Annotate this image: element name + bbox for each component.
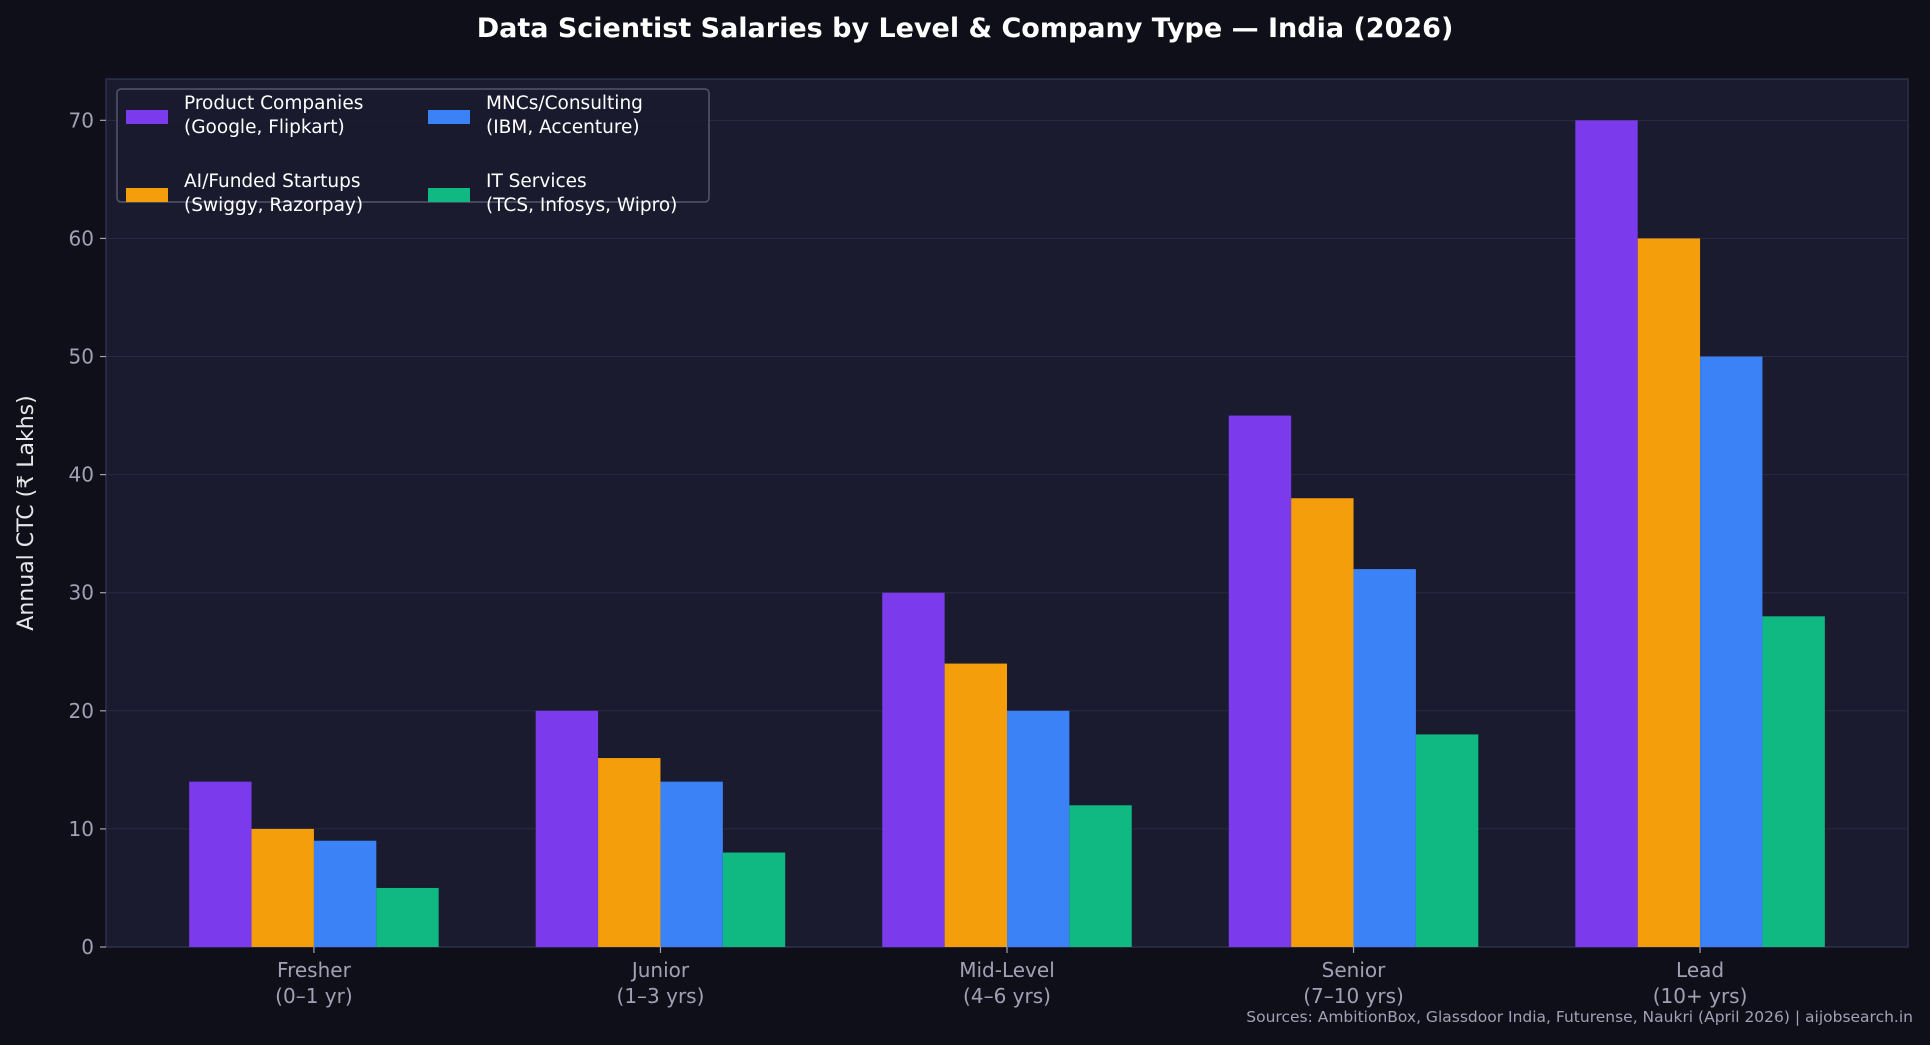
legend-entry-line: AI/Funded Startups [184,171,360,192]
x-tick-label-line: Lead [1676,958,1724,982]
x-tick-label: Mid-Level (4–6 yrs) [959,958,1055,1008]
legend-entry-line: (IBM, Accenture) [486,117,640,138]
legend-swatch [428,188,470,202]
bar [535,710,599,947]
bar [251,828,314,947]
x-tick-label-line: (0–1 yr) [275,984,352,1008]
x-tick-label-line: Junior [630,958,690,982]
y-tick-label: 30 [69,581,94,605]
bar [1700,356,1763,947]
legend-entry: AI/Funded Startups (Swiggy, Razorpay) [184,171,363,216]
legend-entry-line: (TCS, Infosys, Wipro) [486,195,677,216]
source-note: Sources: AmbitionBox, Glassdoor India, F… [1246,1008,1913,1026]
y-axis-label: Annual CTC (₹ Lakhs) [14,395,39,630]
legend-swatch [126,188,168,202]
legend-swatch [126,110,168,124]
legend-entry-line: (Google, Flipkart) [184,117,345,138]
bar [882,592,945,947]
bar [1007,710,1070,947]
legend-entry: Product Companies (Google, Flipkart) [184,93,363,138]
y-tick-label: 20 [69,699,94,723]
legend-entry: MNCs/Consulting (IBM, Accenture) [486,93,643,138]
legend-entry: IT Services (TCS, Infosys, Wipro) [486,171,677,216]
x-tick-label: Lead (10+ yrs) [1653,958,1748,1008]
bar [1069,805,1132,947]
bar [944,663,1007,947]
x-tick-label-line: Mid-Level [959,958,1055,982]
x-tick-label: Fresher (0–1 yr) [275,958,352,1008]
legend-entry-line: MNCs/Consulting [486,93,643,114]
bar [1228,415,1292,948]
y-tick-label: 60 [69,226,94,250]
legend-swatch [428,110,470,124]
bar [1762,616,1825,947]
x-tick-label-line: Fresher [277,958,352,982]
x-tick-label: Junior (1–3 yrs) [617,958,705,1008]
x-tick-label-line: (7–10 yrs) [1303,984,1404,1008]
legend-box [116,88,710,203]
bar [376,887,439,947]
bar [1575,120,1638,948]
bar [189,781,252,947]
bar [1415,734,1479,947]
legend-entry-line: Product Companies [184,93,363,114]
bar [1353,569,1416,947]
bar [1637,238,1701,947]
y-tick-label: 0 [81,935,94,959]
legend-entry-line: (Swiggy, Razorpay) [184,195,363,216]
x-tick-label-line: (1–3 yrs) [617,984,705,1008]
bar [660,781,723,947]
x-tick-label: Senior (7–10 yrs) [1303,958,1404,1008]
bar [598,758,661,947]
x-tick-label-line: (10+ yrs) [1653,984,1748,1008]
y-tick-label: 10 [69,817,94,841]
chart-title: Data Scientist Salaries by Level & Compa… [477,13,1454,44]
x-tick-label-line: Senior [1322,958,1386,982]
y-tick-label: 40 [69,463,94,487]
x-tick-label-line: (4–6 yrs) [963,984,1051,1008]
legend-entry-line: IT Services [486,171,587,192]
bar [313,840,377,947]
y-tick-label: 50 [69,345,94,369]
bar [1291,498,1354,947]
bar [722,852,786,947]
y-tick-label: 70 [69,108,94,132]
